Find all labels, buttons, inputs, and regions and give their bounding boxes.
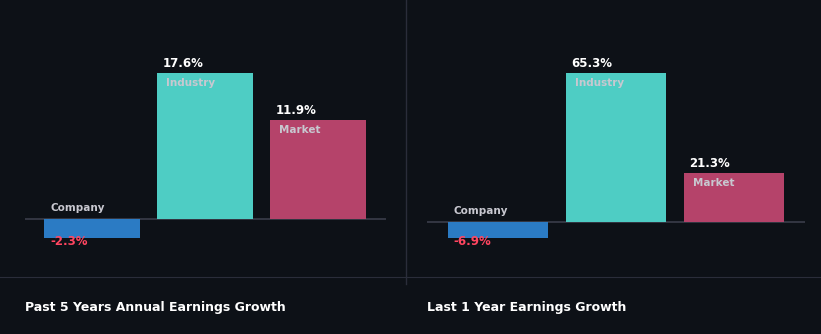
Text: 65.3%: 65.3% xyxy=(571,57,612,70)
Text: 21.3%: 21.3% xyxy=(690,157,730,170)
Bar xyxy=(158,73,253,218)
Text: 11.9%: 11.9% xyxy=(276,104,317,117)
Bar xyxy=(684,173,784,222)
Bar xyxy=(270,120,366,218)
Text: Past 5 Years Annual Earnings Growth: Past 5 Years Annual Earnings Growth xyxy=(25,301,286,314)
Text: Company: Company xyxy=(50,202,104,212)
Bar xyxy=(566,73,666,222)
Text: Company: Company xyxy=(453,206,508,216)
Text: Industry: Industry xyxy=(575,77,624,88)
Text: Market: Market xyxy=(693,178,735,188)
Text: Industry: Industry xyxy=(167,77,215,88)
Text: Market: Market xyxy=(279,125,321,135)
Text: -2.3%: -2.3% xyxy=(50,234,88,247)
Bar xyxy=(44,218,140,237)
Text: Last 1 Year Earnings Growth: Last 1 Year Earnings Growth xyxy=(427,301,626,314)
Text: 17.6%: 17.6% xyxy=(163,57,204,70)
Bar xyxy=(447,222,548,237)
Text: -6.9%: -6.9% xyxy=(453,234,491,247)
